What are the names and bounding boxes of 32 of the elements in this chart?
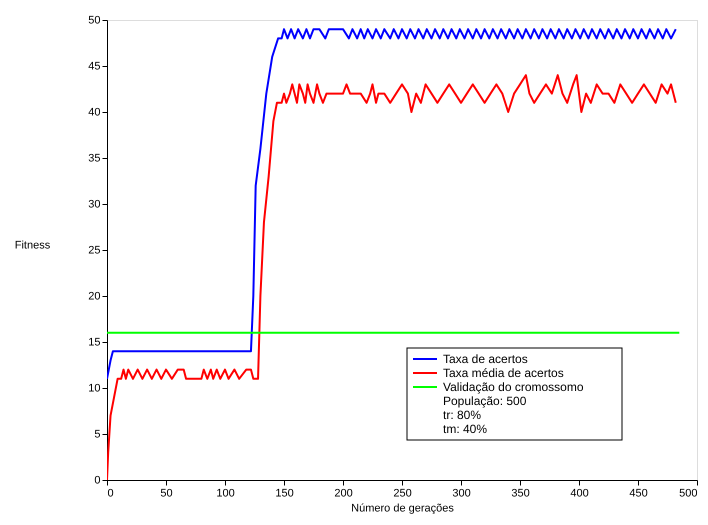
x-axis-title: Número de gerações [351,502,454,514]
x-tick-label: 250 [393,488,412,500]
y-axis-title: Fitness [14,240,51,252]
annotation: tm: 40% [443,422,488,436]
x-tick-label: 300 [452,488,471,500]
y-tick-label: 45 [88,60,100,72]
x-tick-label: 450 [629,488,648,500]
y-tick-label: 15 [88,336,100,348]
x-tick-label: 150 [275,488,294,500]
annotation: tr: 80% [443,408,482,422]
x-tick-label: 400 [570,488,589,500]
y-tick-label: 40 [88,106,100,118]
x-tick-label: 0 [108,488,114,500]
line-series [107,74,677,480]
y-tick-label: 35 [88,152,100,164]
y-tick-label: 5 [94,428,100,440]
x-tick-label: 50 [160,488,173,500]
annotation: População: 500 [443,394,527,408]
y-tick-label: 20 [88,290,100,302]
x-tick-label: 350 [511,488,530,500]
y-tick-label: 10 [88,382,100,394]
legend-label: Taxa de acertos [443,352,528,366]
y-tick-label: 0 [94,474,100,486]
x-tick-label: 200 [334,488,353,500]
x-tick-label: 500 [679,488,698,500]
legend-label: Validação do cromossomo [443,380,584,394]
x-tick-label: 100 [216,488,235,500]
y-tick-label: 30 [88,198,100,210]
y-tick-label: 50 [88,14,100,26]
line-series [107,28,677,380]
y-tick-label: 25 [88,244,100,256]
legend-label: Taxa média de acertos [443,366,564,380]
